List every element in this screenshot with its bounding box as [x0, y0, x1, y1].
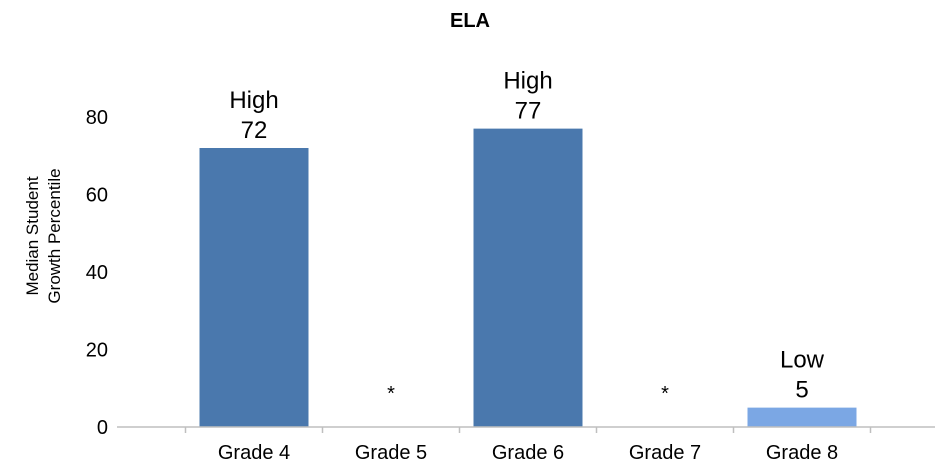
suppressed-value-marker: *	[661, 383, 669, 405]
x-tick-label: Grade 5	[355, 442, 427, 464]
x-tick-label: Grade 7	[629, 442, 701, 464]
bar-value-label: 5	[795, 377, 808, 404]
chart-title: ELA	[450, 10, 490, 32]
bar-category-label: High	[229, 87, 278, 114]
y-tick-label: 20	[86, 340, 108, 362]
y-axis-ticks: 0 20 40 60 80	[86, 107, 108, 439]
suppressed-value-marker: *	[387, 383, 395, 405]
y-tick-label: 0	[97, 417, 108, 439]
x-tick-label: Grade 6	[492, 442, 564, 464]
bar-category-label: High	[503, 68, 552, 95]
y-tick-label: 60	[86, 185, 108, 207]
x-tick-label: Grade 8	[766, 442, 838, 464]
bar-grade-6	[473, 128, 583, 427]
bar-annotations: 72 High * 77 High * 5 Low	[229, 68, 824, 405]
bar-grade-4	[199, 148, 309, 427]
y-tick-label: 40	[86, 262, 108, 284]
y-tick-label: 80	[86, 107, 108, 129]
bar-value-label: 77	[515, 98, 542, 125]
y-axis-label: Median Student Growth Percentile	[23, 168, 64, 303]
x-tick-label: Grade 4	[218, 442, 290, 464]
bar-category-label: Low	[780, 347, 825, 374]
bar-grade-8	[747, 407, 857, 427]
bars	[199, 128, 857, 427]
bar-value-label: 72	[241, 117, 268, 144]
x-axis-ticks: Grade 4 Grade 5 Grade 6 Grade 7 Grade 8	[184, 427, 872, 464]
y-axis-label-line-2: Growth Percentile	[45, 168, 64, 303]
y-axis-label-line-1: Median Student	[23, 176, 42, 295]
